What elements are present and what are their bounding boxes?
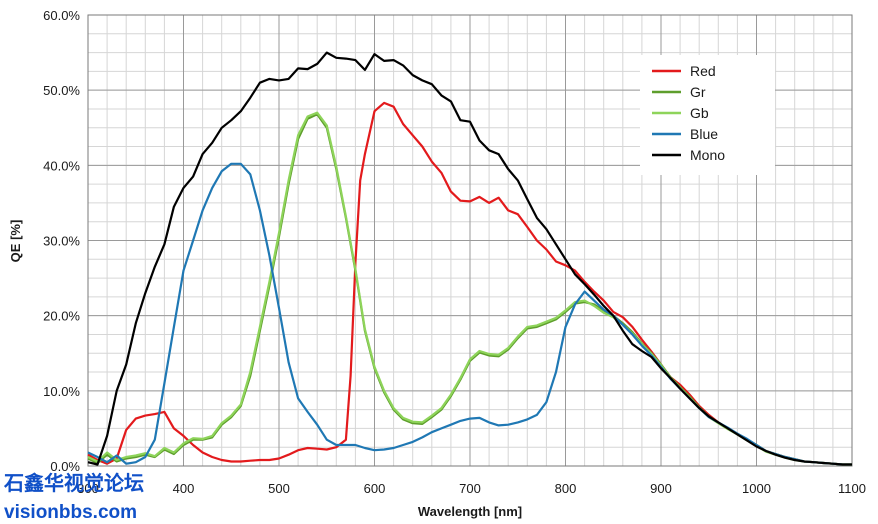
- plot-frame: [87, 14, 853, 467]
- legend-label-red: Red: [690, 63, 716, 79]
- y-tick-label: 20.0%: [43, 309, 80, 324]
- watermark: 石鑫华视觉论坛 visionbbs.com: [3, 471, 144, 523]
- x-tick-label: 300: [77, 481, 99, 496]
- y-tick-label: 10.0%: [43, 384, 80, 399]
- x-tick-label: 1100: [838, 481, 866, 496]
- y-tick-label: 40.0%: [43, 158, 80, 173]
- y-axis-title: QE [%]: [8, 220, 23, 263]
- y-tick-label: 0.0%: [50, 459, 80, 474]
- legend-label-gb: Gb: [690, 105, 709, 121]
- legend-label-mono: Mono: [690, 147, 725, 163]
- x-axis-title: Wavelength [nm]: [418, 504, 522, 519]
- x-tick-labels: 300 400 500 600 700 800 900 1000 1100: [77, 481, 866, 496]
- y-tick-label: 60.0%: [43, 8, 80, 23]
- y-tick-label: 50.0%: [43, 83, 80, 98]
- legend: Red Gr Gb Blue Mono: [640, 55, 775, 175]
- x-tick-label: 800: [555, 481, 577, 496]
- x-tick-label: 600: [364, 481, 386, 496]
- series-line-mono: [87, 51, 852, 466]
- y-tick-label: 30.0%: [43, 234, 80, 249]
- x-tick-label: 400: [173, 481, 195, 496]
- x-tick-label: 500: [268, 481, 290, 496]
- series-lines: [87, 51, 852, 466]
- watermark-title: 石鑫华视觉论坛: [3, 471, 144, 495]
- x-tick-label: 1000: [742, 481, 771, 496]
- y-tick-labels: 0.0% 10.0% 20.0% 30.0% 40.0% 50.0% 60.0%: [43, 8, 80, 474]
- x-tick-label: 900: [650, 481, 672, 496]
- watermark-url: visionbbs.com: [4, 502, 137, 523]
- legend-label-blue: Blue: [690, 126, 718, 142]
- x-tick-label: 700: [459, 481, 481, 496]
- legend-label-gr: Gr: [690, 84, 706, 100]
